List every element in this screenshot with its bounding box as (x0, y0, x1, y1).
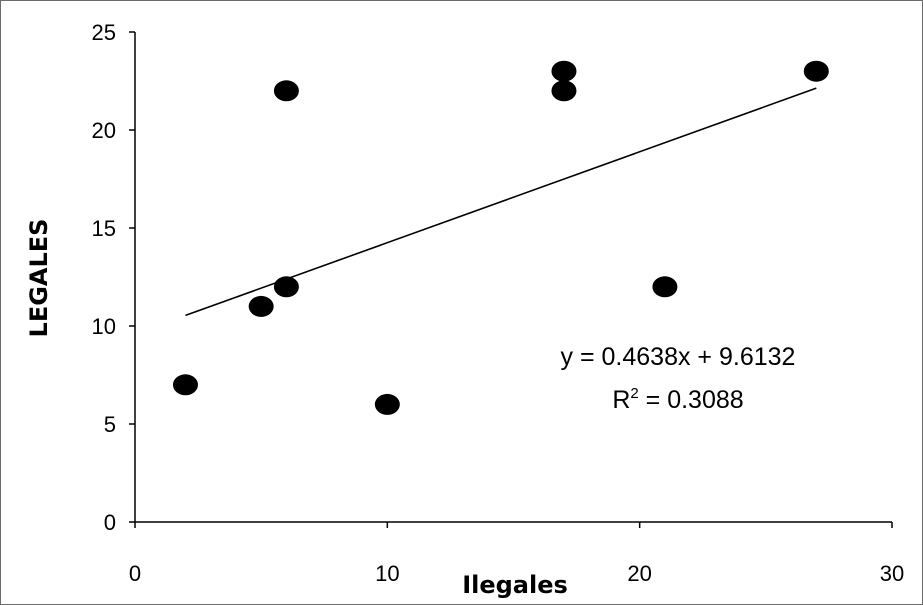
y-tick-label: 0 (104, 510, 116, 535)
trendline-equation: y = 0.4638x + 9.6132 (561, 343, 796, 371)
y-tick-label: 5 (104, 412, 116, 437)
data-point (652, 276, 678, 298)
data-point (273, 276, 299, 298)
data-point (551, 80, 577, 102)
x-tick-label: 10 (375, 561, 399, 586)
r-squared-superscript: 2 (630, 385, 638, 402)
y-tick-label: 10 (92, 314, 116, 339)
data-point (248, 295, 274, 317)
data-point (172, 374, 198, 396)
x-tick-label: 0 (129, 561, 141, 586)
ticks (129, 31, 893, 528)
tick-labels: 0 5 10 15 20 25 0 10 20 30 (92, 20, 905, 586)
x-axis-title: Ilegales (462, 571, 568, 599)
x-tick-label: 30 (880, 561, 904, 586)
data-point (803, 60, 829, 82)
data-point (374, 393, 400, 415)
axes (134, 32, 892, 523)
data-points (172, 60, 829, 415)
y-tick-label: 20 (92, 118, 116, 143)
x-tick-label: 20 (627, 561, 651, 586)
y-axis-title: LEGALES (25, 219, 53, 338)
data-point (551, 60, 577, 82)
r-squared-symbol: R (612, 386, 630, 414)
y-tick-label: 15 (92, 216, 116, 241)
y-tick-label: 25 (92, 20, 116, 45)
r-squared-label: R2 = 0.3088 (612, 385, 743, 414)
data-point (273, 80, 299, 102)
r-squared-value: = 0.3088 (639, 386, 744, 414)
